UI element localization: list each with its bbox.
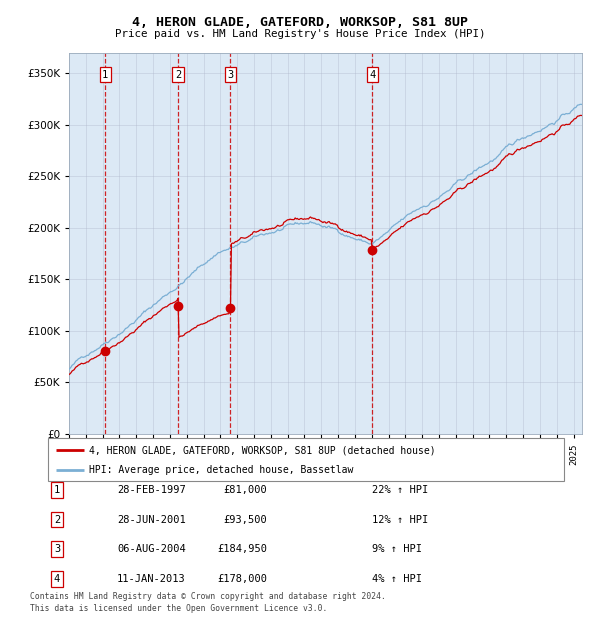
Text: 9% ↑ HPI: 9% ↑ HPI [372,544,422,554]
Text: £93,500: £93,500 [223,515,267,525]
Text: 12% ↑ HPI: 12% ↑ HPI [372,515,428,525]
Text: 3: 3 [227,70,233,80]
Text: £81,000: £81,000 [223,485,267,495]
Text: This data is licensed under the Open Government Licence v3.0.: This data is licensed under the Open Gov… [30,603,328,613]
Text: 4, HERON GLADE, GATEFORD, WORKSOP, S81 8UP (detached house): 4, HERON GLADE, GATEFORD, WORKSOP, S81 8… [89,445,436,455]
Text: 4: 4 [54,574,60,584]
Text: 1: 1 [54,485,60,495]
Text: 4: 4 [369,70,376,80]
Text: 2: 2 [54,515,60,525]
Text: 28-FEB-1997: 28-FEB-1997 [117,485,186,495]
Text: £184,950: £184,950 [217,544,267,554]
Text: 4, HERON GLADE, GATEFORD, WORKSOP, S81 8UP: 4, HERON GLADE, GATEFORD, WORKSOP, S81 8… [132,16,468,29]
Text: 1: 1 [102,70,109,80]
Text: 4% ↑ HPI: 4% ↑ HPI [372,574,422,584]
Text: 22% ↑ HPI: 22% ↑ HPI [372,485,428,495]
Text: Price paid vs. HM Land Registry's House Price Index (HPI): Price paid vs. HM Land Registry's House … [115,29,485,39]
Text: £178,000: £178,000 [217,574,267,584]
Text: Contains HM Land Registry data © Crown copyright and database right 2024.: Contains HM Land Registry data © Crown c… [30,592,386,601]
Text: 2: 2 [175,70,181,80]
Text: 11-JAN-2013: 11-JAN-2013 [117,574,186,584]
Text: 28-JUN-2001: 28-JUN-2001 [117,515,186,525]
Text: 06-AUG-2004: 06-AUG-2004 [117,544,186,554]
Text: 3: 3 [54,544,60,554]
Text: HPI: Average price, detached house, Bassetlaw: HPI: Average price, detached house, Bass… [89,466,353,476]
